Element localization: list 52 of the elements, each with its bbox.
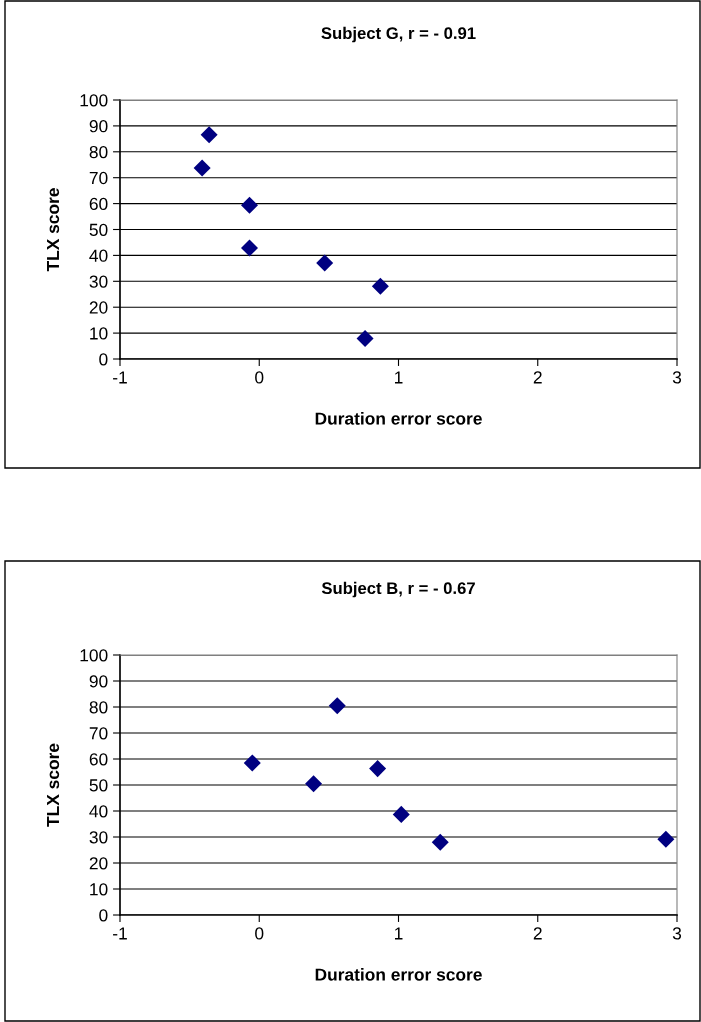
chart-title: Subject B, r = - 0.67 xyxy=(321,581,475,598)
y-tick-label: 50 xyxy=(89,779,108,792)
y-tick-label: 10 xyxy=(90,327,108,340)
y-tick-label: 50 xyxy=(89,223,108,236)
y-tick-label: 20 xyxy=(89,857,108,870)
y-tick-label: 40 xyxy=(89,805,108,818)
point xyxy=(657,830,675,848)
point xyxy=(305,775,323,793)
y-tick-label: 90 xyxy=(89,120,108,133)
y-axis-title: TLX score xyxy=(47,743,60,827)
y-tick-label: 60 xyxy=(89,197,108,211)
y-tick-label: 90 xyxy=(89,675,108,688)
point xyxy=(356,330,374,348)
y-tick-label: 80 xyxy=(89,701,108,714)
point xyxy=(200,126,218,144)
x-tick-label: 2 xyxy=(533,371,542,384)
point xyxy=(369,760,387,778)
y-tick-label: 80 xyxy=(89,145,108,159)
y-tick-label: 30 xyxy=(89,831,108,844)
point xyxy=(193,159,211,177)
y-tick-label: 60 xyxy=(89,753,108,766)
y-tick-label: 100 xyxy=(80,649,108,662)
x-tick-label: 1 xyxy=(395,371,403,384)
y-axis-title: TLX score xyxy=(47,188,60,272)
point xyxy=(328,697,346,715)
y-tick-label: 20 xyxy=(89,301,108,314)
y-tick-label: 10 xyxy=(90,883,108,896)
x-tick-label: 3 xyxy=(672,371,682,384)
y-tick-label: 70 xyxy=(89,171,108,185)
point xyxy=(241,239,259,257)
y-tick-label: 100 xyxy=(80,94,108,107)
point xyxy=(316,254,334,272)
point xyxy=(371,277,389,295)
x-axis-title: Duration error score xyxy=(315,411,482,425)
point xyxy=(431,833,449,851)
y-tick-label: 0 xyxy=(99,353,108,366)
x-tick-label: 0 xyxy=(255,371,264,384)
x-axis-title: Duration error score xyxy=(315,967,482,981)
y-tick-label: 30 xyxy=(89,275,108,288)
y-tick-label: 0 xyxy=(99,909,108,922)
point xyxy=(241,196,259,214)
x-tick-label: -1 xyxy=(113,371,127,384)
chart-title: Subject G, r = - 0.91 xyxy=(321,26,476,43)
y-tick-label: 40 xyxy=(89,249,108,262)
point xyxy=(243,754,261,772)
x-tick-label: -1 xyxy=(113,927,127,940)
x-tick-label: 2 xyxy=(533,927,542,940)
x-tick-label: 1 xyxy=(395,927,403,940)
x-tick-label: 0 xyxy=(255,927,264,940)
point xyxy=(392,805,410,823)
x-tick-label: 3 xyxy=(672,927,682,940)
y-tick-label: 70 xyxy=(89,727,108,740)
